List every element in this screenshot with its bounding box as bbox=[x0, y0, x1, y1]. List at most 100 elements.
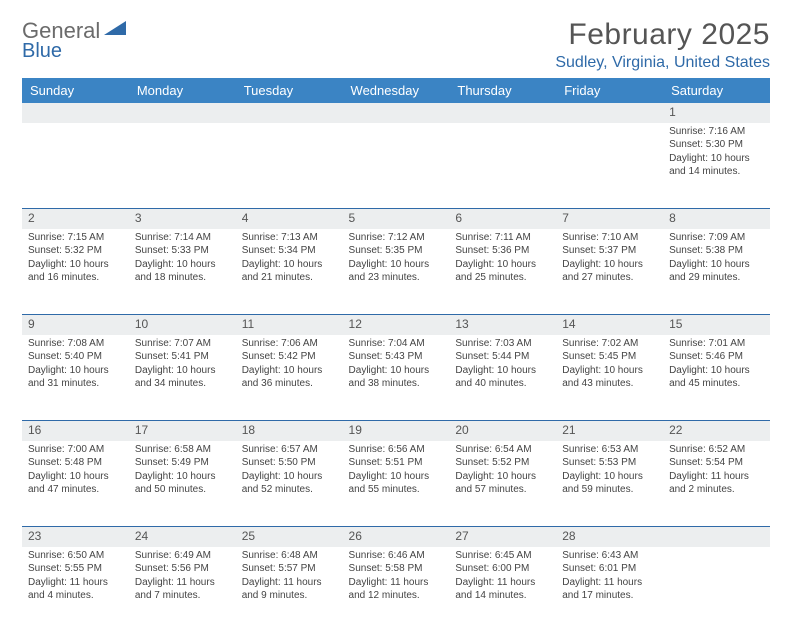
day-d2: and 21 minutes. bbox=[242, 271, 337, 285]
day-ss: Sunset: 5:37 PM bbox=[562, 244, 657, 258]
day-d2: and 52 minutes. bbox=[242, 483, 337, 497]
day-sr: Sunrise: 6:45 AM bbox=[455, 549, 550, 563]
day-cell bbox=[343, 123, 450, 209]
day-number: 15 bbox=[663, 315, 770, 335]
day-d2: and 38 minutes. bbox=[349, 377, 444, 391]
day-cell: Sunrise: 7:12 AMSunset: 5:35 PMDaylight:… bbox=[343, 229, 450, 315]
day-cell: Sunrise: 7:16 AMSunset: 5:30 PMDaylight:… bbox=[663, 123, 770, 209]
day-ss: Sunset: 5:58 PM bbox=[349, 562, 444, 576]
day-cell: Sunrise: 6:46 AMSunset: 5:58 PMDaylight:… bbox=[343, 547, 450, 633]
day-sr: Sunrise: 6:58 AM bbox=[135, 443, 230, 457]
day-sr: Sunrise: 7:04 AM bbox=[349, 337, 444, 351]
day-number bbox=[236, 103, 343, 123]
daynum-row: 16171819202122 bbox=[22, 421, 770, 441]
day-cell: Sunrise: 6:58 AMSunset: 5:49 PMDaylight:… bbox=[129, 441, 236, 527]
dow-row: SundayMondayTuesdayWednesdayThursdayFrid… bbox=[22, 78, 770, 103]
day-d2: and 12 minutes. bbox=[349, 589, 444, 603]
day-d1: Daylight: 10 hours bbox=[135, 258, 230, 272]
day-cell bbox=[22, 123, 129, 209]
day-d1: Daylight: 10 hours bbox=[242, 470, 337, 484]
day-number bbox=[663, 527, 770, 547]
day-cell: Sunrise: 6:52 AMSunset: 5:54 PMDaylight:… bbox=[663, 441, 770, 527]
day-number: 11 bbox=[236, 315, 343, 335]
day-number: 22 bbox=[663, 421, 770, 441]
day-ss: Sunset: 5:43 PM bbox=[349, 350, 444, 364]
day-number: 24 bbox=[129, 527, 236, 547]
day-d1: Daylight: 10 hours bbox=[135, 470, 230, 484]
day-d1: Daylight: 10 hours bbox=[669, 258, 764, 272]
dow-header: Thursday bbox=[449, 78, 556, 103]
daynum-row: 1 bbox=[22, 103, 770, 123]
day-d2: and 59 minutes. bbox=[562, 483, 657, 497]
day-number: 27 bbox=[449, 527, 556, 547]
day-d2: and 43 minutes. bbox=[562, 377, 657, 391]
day-cell: Sunrise: 6:53 AMSunset: 5:53 PMDaylight:… bbox=[556, 441, 663, 527]
day-number: 5 bbox=[343, 209, 450, 229]
title-block: February 2025 Sudley, Virginia, United S… bbox=[555, 18, 770, 72]
day-ss: Sunset: 5:42 PM bbox=[242, 350, 337, 364]
day-cell: Sunrise: 7:09 AMSunset: 5:38 PMDaylight:… bbox=[663, 229, 770, 315]
day-cell: Sunrise: 7:08 AMSunset: 5:40 PMDaylight:… bbox=[22, 335, 129, 421]
day-cell: Sunrise: 7:06 AMSunset: 5:42 PMDaylight:… bbox=[236, 335, 343, 421]
day-ss: Sunset: 5:30 PM bbox=[669, 138, 764, 152]
day-cell: Sunrise: 6:43 AMSunset: 6:01 PMDaylight:… bbox=[556, 547, 663, 633]
day-cell: Sunrise: 7:13 AMSunset: 5:34 PMDaylight:… bbox=[236, 229, 343, 315]
day-d2: and 36 minutes. bbox=[242, 377, 337, 391]
day-d1: Daylight: 10 hours bbox=[242, 258, 337, 272]
calendar-table: SundayMondayTuesdayWednesdayThursdayFrid… bbox=[22, 78, 770, 633]
calendar-head: SundayMondayTuesdayWednesdayThursdayFrid… bbox=[22, 78, 770, 103]
day-d1: Daylight: 10 hours bbox=[455, 470, 550, 484]
day-ss: Sunset: 5:44 PM bbox=[455, 350, 550, 364]
day-ss: Sunset: 5:41 PM bbox=[135, 350, 230, 364]
header: General February 2025 Sudley, Virginia, … bbox=[22, 18, 770, 72]
detail-row: Sunrise: 7:16 AMSunset: 5:30 PMDaylight:… bbox=[22, 123, 770, 209]
day-d2: and 17 minutes. bbox=[562, 589, 657, 603]
brand-part2: Blue bbox=[22, 40, 62, 63]
dow-header: Tuesday bbox=[236, 78, 343, 103]
day-d2: and 55 minutes. bbox=[349, 483, 444, 497]
dow-header: Monday bbox=[129, 78, 236, 103]
day-sr: Sunrise: 6:46 AM bbox=[349, 549, 444, 563]
day-d2: and 16 minutes. bbox=[28, 271, 123, 285]
dow-header: Sunday bbox=[22, 78, 129, 103]
day-d2: and 31 minutes. bbox=[28, 377, 123, 391]
day-d1: Daylight: 10 hours bbox=[455, 364, 550, 378]
day-number: 9 bbox=[22, 315, 129, 335]
day-cell: Sunrise: 6:56 AMSunset: 5:51 PMDaylight:… bbox=[343, 441, 450, 527]
day-d1: Daylight: 10 hours bbox=[349, 470, 444, 484]
day-number bbox=[22, 103, 129, 123]
day-ss: Sunset: 5:51 PM bbox=[349, 456, 444, 470]
detail-row: Sunrise: 7:08 AMSunset: 5:40 PM Daylight:… bbox=[22, 335, 770, 421]
day-number bbox=[343, 103, 450, 123]
day-d1: Daylight: 10 hours bbox=[135, 364, 230, 378]
daynum-row: 2345678 bbox=[22, 209, 770, 229]
day-number: 12 bbox=[343, 315, 450, 335]
day-number: 25 bbox=[236, 527, 343, 547]
day-cell: Sunrise: 6:45 AMSunset: 6:00 PMDaylight:… bbox=[449, 547, 556, 633]
day-d1: Daylight: 10 hours bbox=[349, 364, 444, 378]
day-d1: Daylight: 11 hours bbox=[669, 470, 764, 484]
dow-header: Saturday bbox=[663, 78, 770, 103]
day-cell: Sunrise: 6:48 AMSunset: 5:57 PMDaylight:… bbox=[236, 547, 343, 633]
day-cell: Sunrise: 7:02 AMSunset: 5:45 PMDaylight:… bbox=[556, 335, 663, 421]
day-ss: Sunset: 5:40 PM bbox=[28, 350, 123, 364]
day-d2: and 40 minutes. bbox=[455, 377, 550, 391]
day-number: 4 bbox=[236, 209, 343, 229]
day-number bbox=[449, 103, 556, 123]
day-d1: Daylight: 11 hours bbox=[28, 576, 123, 590]
day-d2: and 27 minutes. bbox=[562, 271, 657, 285]
day-ss: Sunset: 5:52 PM bbox=[455, 456, 550, 470]
detail-row: Sunrise: 7:00 AMSunset: 5:48 PMDaylight:… bbox=[22, 441, 770, 527]
day-number bbox=[556, 103, 663, 123]
day-number: 8 bbox=[663, 209, 770, 229]
day-ss: Sunset: 5:33 PM bbox=[135, 244, 230, 258]
daynum-row: 232425262728 bbox=[22, 527, 770, 547]
day-sr: Sunrise: 7:08 AM bbox=[28, 337, 123, 351]
day-ss: Sunset: 5:38 PM bbox=[669, 244, 764, 258]
day-cell bbox=[236, 123, 343, 209]
detail-row: Sunrise: 6:50 AMSunset: 5:55 PMDaylight:… bbox=[22, 547, 770, 633]
day-sr: Sunrise: 6:50 AM bbox=[28, 549, 123, 563]
day-number: 19 bbox=[343, 421, 450, 441]
day-sr: Sunrise: 7:10 AM bbox=[562, 231, 657, 245]
day-sr: Sunrise: 6:52 AM bbox=[669, 443, 764, 457]
